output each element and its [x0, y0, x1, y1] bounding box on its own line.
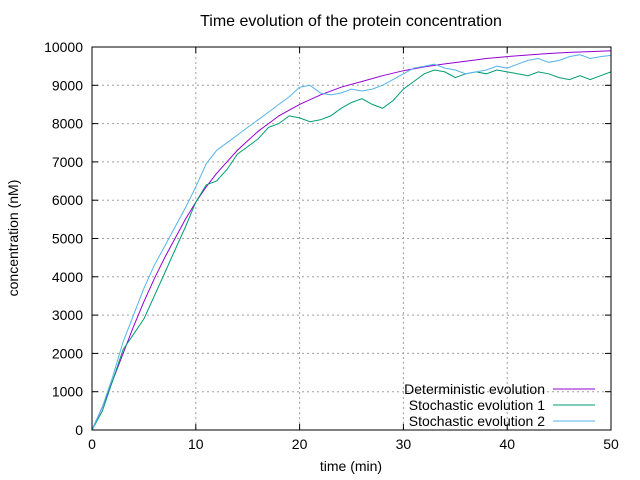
legend-label-3: Stochastic evolution 2 — [409, 413, 545, 429]
y-tick-label: 7000 — [52, 154, 83, 170]
chart-title: Time evolution of the protein concentrat… — [200, 13, 502, 30]
series-line-1 — [91, 50, 612, 431]
grid — [92, 47, 611, 430]
y-tick-label: 5000 — [52, 231, 83, 247]
legend-label-1: Deterministic evolution — [404, 381, 545, 397]
y-tick-label: 4000 — [52, 269, 83, 285]
y-tick-label: 6000 — [52, 192, 83, 208]
series-line-2 — [91, 69, 612, 431]
y-tick-label: 3000 — [52, 307, 83, 323]
y-tick-label: 9000 — [52, 77, 83, 93]
x-tick-label: 50 — [603, 436, 619, 452]
y-tick-label: 8000 — [52, 116, 83, 132]
x-tick-label: 10 — [188, 436, 204, 452]
x-tick-label: 40 — [499, 436, 515, 452]
y-tick-label: 1000 — [52, 384, 83, 400]
x-tick-label: 20 — [292, 436, 308, 452]
x-axis-label: time (min) — [320, 458, 382, 474]
tick-labels: 0 10 20 30 40 50 0 1000 2000 3000 4000 5000 6000 7000… — [44, 39, 619, 452]
series-line-3 — [91, 54, 612, 431]
x-tick-label: 30 — [396, 436, 412, 452]
y-tick-label: 10000 — [44, 39, 83, 55]
y-tick-label: 0 — [75, 422, 83, 438]
legend-label-2: Stochastic evolution 1 — [409, 397, 545, 413]
ticks — [91, 46, 612, 431]
x-tick-label: 0 — [88, 436, 96, 452]
y-tick-label: 2000 — [52, 345, 83, 361]
series-layer — [91, 50, 612, 431]
y-axis-label: concentration (nM) — [5, 180, 21, 297]
